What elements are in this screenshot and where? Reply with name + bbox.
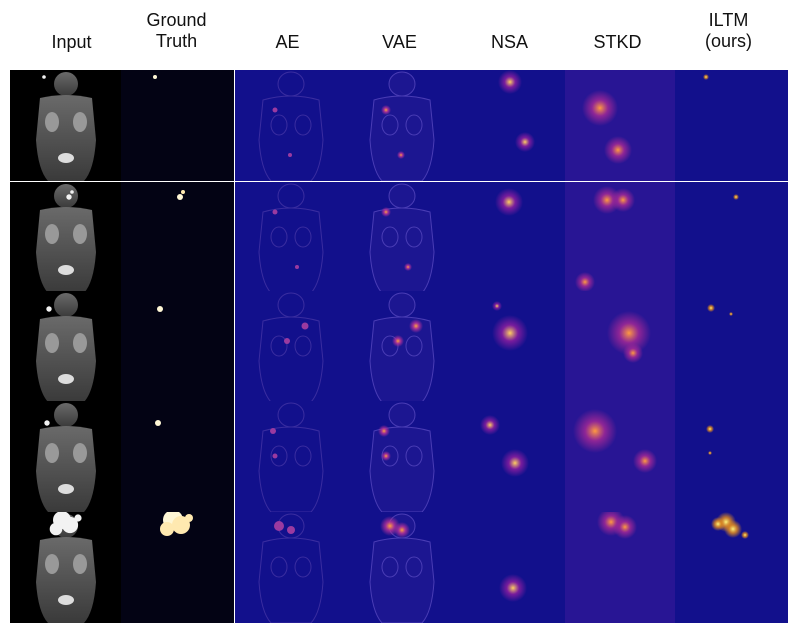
header-vae: VAE [382, 32, 417, 52]
cell-ae-row-4 [235, 401, 348, 512]
cell-stkd-row-2 [565, 182, 678, 293]
cell-stkd-row-3 [565, 291, 678, 402]
cell-gt-row-5 [121, 512, 234, 623]
cell-ae-row-2 [235, 182, 348, 293]
cell-ae-row-5 [235, 512, 348, 623]
cell-iltm-row-5 [675, 512, 788, 623]
cell-gt-row-1 [121, 70, 234, 181]
header-nsa: NSA [490, 32, 528, 52]
cell-input-row-1 [10, 70, 123, 181]
cell-ae-row-3 [235, 291, 348, 402]
cell-iltm-row-3 [675, 291, 788, 402]
cell-iltm-row-1 [675, 70, 788, 181]
cell-input-row-2 [10, 182, 123, 293]
cell-nsa-row-2 [455, 182, 568, 293]
cell-input-row-3 [10, 291, 123, 402]
header-iltm: ILTM (ours) [704, 10, 752, 51]
cell-nsa-row-1 [455, 70, 568, 181]
cell-vae-row-4 [346, 401, 459, 512]
cell-nsa-row-3 [455, 291, 568, 402]
cell-ae-row-1 [235, 70, 348, 181]
header-ground-truth: Ground Truth [146, 10, 207, 51]
cell-input-row-5 [10, 512, 123, 623]
cell-stkd-row-1 [565, 70, 678, 181]
header-stkd: STKD [593, 32, 642, 52]
cell-gt-row-2 [121, 182, 234, 293]
cell-nsa-row-5 [455, 512, 568, 623]
cell-gt-row-4 [121, 401, 234, 512]
cell-nsa-row-4 [455, 401, 568, 512]
cell-iltm-row-4 [675, 401, 788, 512]
cell-vae-row-3 [346, 291, 459, 402]
header-ae: AE [275, 32, 300, 52]
cell-stkd-row-5 [565, 512, 678, 623]
cell-vae-row-1 [346, 70, 459, 181]
cell-input-row-4 [10, 401, 123, 512]
cell-stkd-row-4 [565, 401, 678, 512]
cell-vae-row-5 [346, 512, 459, 623]
header-input: Input [51, 32, 92, 52]
cell-iltm-row-2 [675, 182, 788, 293]
cell-vae-row-2 [346, 182, 459, 293]
cell-gt-row-3 [121, 291, 234, 402]
